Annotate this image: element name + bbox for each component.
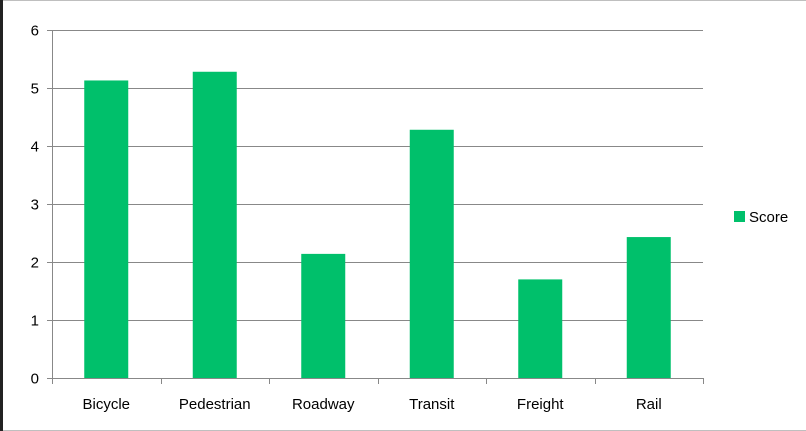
y-tick-labels: 0 1 2 3 4 5 6	[31, 23, 39, 388]
bar-transit	[409, 129, 454, 378]
bar-freight	[518, 279, 563, 378]
y-tick-label: 1	[31, 313, 39, 330]
y-tick-label: 2	[31, 255, 39, 272]
left-edge	[0, 0, 3, 431]
y-tick-label: 6	[31, 23, 39, 40]
bar-roadway	[301, 253, 346, 378]
legend-label-score: Score	[749, 209, 788, 226]
bar-bicycle	[84, 80, 129, 379]
axes	[47, 30, 704, 384]
x-tick-labels: Bicycle Pedestrian Roadway Transit Freight Ra…	[82, 396, 661, 413]
y-tick-label: 0	[31, 371, 39, 388]
x-tick-label: Roadway	[292, 396, 355, 413]
x-tick-label: Freight	[517, 396, 565, 413]
y-tick-label: 3	[31, 197, 39, 214]
legend: Score	[734, 209, 788, 226]
x-tick-label: Rail	[636, 396, 662, 413]
bar-rail	[626, 237, 671, 378]
legend-swatch-score	[734, 211, 745, 222]
x-tick-label: Bicycle	[82, 396, 130, 413]
bar-pedestrian	[192, 71, 237, 378]
x-tick-label: Transit	[409, 396, 455, 413]
y-tick-label: 5	[31, 81, 39, 98]
bars	[84, 71, 671, 379]
y-tick-label: 4	[31, 139, 39, 156]
x-tick-label: Pedestrian	[179, 396, 251, 413]
gridlines	[52, 30, 703, 321]
